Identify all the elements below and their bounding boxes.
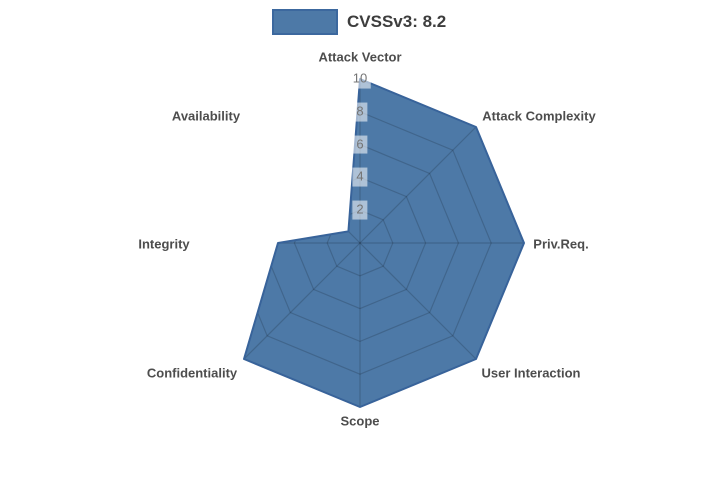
axis-label-priv-req: Priv.Req.: [533, 236, 589, 252]
legend-label: CVSSv3: 8.2: [347, 12, 447, 31]
legend-swatch: [272, 9, 338, 35]
radar-polygon-border: [243, 78, 525, 408]
radar-polygon-fill: [244, 79, 524, 407]
tick-label-6: 6: [352, 135, 368, 155]
grid-spoke: [244, 242, 361, 360]
axis-label-user-interaction: User Interaction: [481, 365, 581, 381]
axis-label-attack-vector: Attack Vector: [318, 49, 402, 65]
grid-spoke: [359, 126, 477, 244]
axis-label-attack-complexity: Attack Complexity: [482, 108, 596, 124]
legend: CVSSv3: 8.2: [272, 9, 446, 35]
tick-label-4: 4: [352, 167, 368, 187]
tick-label-10: 10: [348, 69, 372, 89]
axis-label-confidentiality: Confidentiality: [146, 365, 238, 381]
grid-spoke: [359, 242, 477, 360]
axis-label-availability: Availability: [171, 108, 241, 124]
tick-label-8: 8: [352, 102, 368, 122]
axis-label-scope: Scope: [340, 413, 380, 429]
axis-label-integrity: Integrity: [138, 236, 190, 252]
grid-spoke: [244, 126, 361, 244]
tick-label-2: 2: [352, 200, 368, 220]
